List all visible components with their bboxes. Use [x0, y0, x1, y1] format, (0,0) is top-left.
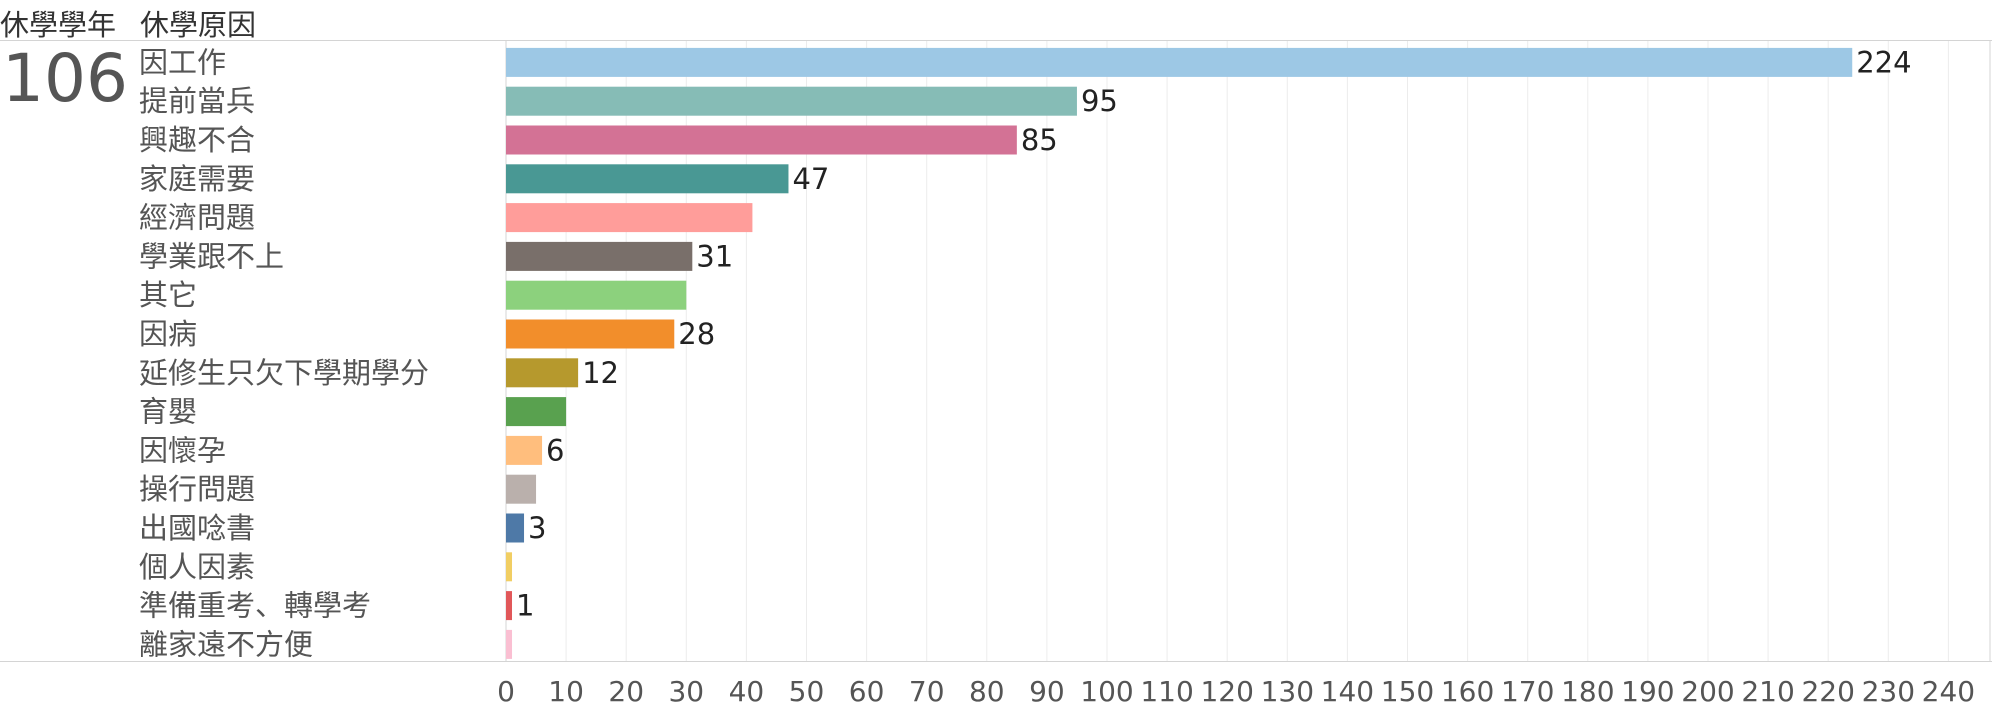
bar[interactable]	[506, 86, 1077, 116]
x-tick-label: 60	[849, 675, 885, 708]
bar-value-label: 47	[792, 162, 829, 196]
column-header-reason[interactable]: 休學原因	[140, 8, 257, 42]
x-tick-label: 40	[729, 675, 765, 708]
bar-value-label: 12	[582, 356, 619, 390]
bar[interactable]	[506, 474, 537, 504]
x-tick-label: 180	[1561, 675, 1614, 708]
x-tick-label: 30	[668, 675, 704, 708]
x-tick-label: 90	[1029, 675, 1065, 708]
bar-value-label: 3	[528, 511, 546, 545]
bar-value-label: 85	[1021, 123, 1058, 157]
category-label: 興趣不合	[139, 123, 255, 157]
x-tick-label: 20	[608, 675, 644, 708]
row-label-year: 106	[2, 40, 128, 117]
column-header-year: 休學學年	[0, 8, 117, 42]
bar[interactable]	[506, 280, 687, 310]
category-label: 操行問題	[139, 472, 255, 506]
x-tick-label: 150	[1381, 675, 1434, 708]
bar[interactable]	[506, 435, 543, 465]
bar-value-label: 95	[1081, 84, 1118, 118]
x-tick-label: 120	[1200, 675, 1253, 708]
x-tick-label: 240	[1922, 675, 1975, 708]
x-tick-label: 130	[1261, 675, 1314, 708]
category-label: 其它	[139, 278, 197, 312]
x-tick-label: 0	[497, 675, 515, 708]
category-label: 個人因素	[139, 550, 255, 584]
category-label: 延修生只欠下學期學分	[139, 356, 429, 390]
bar[interactable]	[506, 164, 789, 194]
bar[interactable]	[506, 125, 1017, 155]
bar[interactable]	[506, 629, 513, 659]
x-tick-label: 160	[1441, 675, 1494, 708]
x-tick-label: 70	[909, 675, 945, 708]
x-tick-label: 10	[548, 675, 584, 708]
bar[interactable]	[506, 552, 513, 582]
bar[interactable]	[506, 397, 567, 427]
bar[interactable]	[506, 358, 579, 388]
bar[interactable]	[506, 47, 1853, 77]
x-tick-label: 50	[789, 675, 825, 708]
x-tick-label: 200	[1681, 675, 1734, 708]
bar[interactable]	[506, 241, 693, 271]
x-tick-label: 80	[969, 675, 1005, 708]
bar[interactable]	[506, 319, 675, 349]
x-tick-label: 210	[1741, 675, 1794, 708]
bar-value-label: 31	[696, 239, 733, 273]
x-tick-label: 190	[1621, 675, 1674, 708]
category-label: 提前當兵	[139, 84, 255, 118]
bar-value-label: 1	[516, 589, 534, 623]
bar-value-label: 28	[678, 317, 715, 351]
bar[interactable]	[506, 203, 753, 233]
category-label: 因病	[139, 317, 197, 351]
category-label: 因工作	[139, 45, 226, 79]
axis-divider	[0, 661, 1992, 662]
x-tick-label: 230	[1862, 675, 1915, 708]
x-tick-label: 110	[1140, 675, 1193, 708]
category-label: 離家遠不方便	[139, 627, 313, 661]
category-label: 經濟問題	[139, 201, 255, 235]
header-divider	[0, 40, 1992, 41]
category-label: 學業跟不上	[139, 239, 284, 273]
category-label: 家庭需要	[139, 162, 255, 196]
x-tick-label: 140	[1321, 675, 1374, 708]
x-tick-label: 170	[1501, 675, 1554, 708]
category-label: 因懷孕	[139, 433, 226, 467]
bar-value-label: 6	[546, 433, 564, 467]
bar[interactable]	[506, 591, 513, 621]
x-tick-label: 100	[1080, 675, 1133, 708]
category-label: 準備重考、轉學考	[139, 589, 371, 623]
x-tick-label: 220	[1801, 675, 1854, 708]
category-label: 出國唸書	[139, 511, 255, 545]
category-label: 育嬰	[139, 395, 197, 429]
bar-value-label: 224	[1856, 45, 1911, 79]
bar[interactable]	[506, 513, 525, 543]
